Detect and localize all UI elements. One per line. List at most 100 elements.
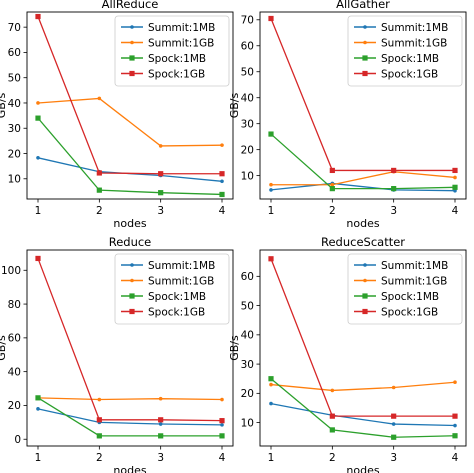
series-spock-1gb <box>35 255 225 424</box>
data-point <box>391 385 396 390</box>
x-axis-label: nodes <box>346 217 379 230</box>
data-point <box>391 186 397 192</box>
x-axis-label: nodes <box>113 217 146 230</box>
legend-box <box>114 253 230 325</box>
legend-swatch-marker <box>130 278 134 283</box>
series-summit-1gb <box>36 396 224 402</box>
data-point <box>268 256 274 262</box>
data-point <box>330 388 335 393</box>
legend-swatch-marker <box>363 263 367 267</box>
legend-swatch-marker <box>362 293 368 299</box>
legend-label: Spock:1MB <box>381 291 439 303</box>
legend-label: Spock:1MB <box>148 291 206 303</box>
series-spock-1mb <box>35 115 225 198</box>
data-point <box>269 382 273 387</box>
legend-swatch-marker <box>363 25 367 29</box>
legend-item: Summit:1GB <box>121 38 214 50</box>
data-point <box>453 423 457 428</box>
data-point <box>158 417 164 423</box>
y-tick-label: 10 <box>241 170 254 182</box>
data-point <box>329 413 335 419</box>
y-tick-label: 10 <box>8 174 21 186</box>
legend: Summit:1MB Summit:1GB Spock:1MB Spock:1GB <box>114 15 230 87</box>
data-point <box>452 184 458 190</box>
legend-swatch-marker <box>130 40 134 45</box>
y-tick-label: 50 <box>241 67 254 79</box>
legend-label: Summit:1MB <box>148 22 215 34</box>
data-point <box>268 376 274 382</box>
legend-box <box>347 15 463 87</box>
data-point <box>220 143 224 147</box>
chart-title: AllGather <box>336 0 390 11</box>
legend-swatch-marker <box>129 70 135 77</box>
data-point <box>220 423 224 427</box>
chart-title: Reduce <box>109 235 152 249</box>
x-tick-label: 1 <box>268 205 275 217</box>
y-tick-label: 0 <box>14 434 21 446</box>
x-tick-label: 3 <box>390 205 397 217</box>
legend-item: Spock:1GB <box>121 307 205 319</box>
x-tick-label: 1 <box>268 452 275 464</box>
data-point <box>35 13 41 20</box>
y-tick-label: 60 <box>241 41 254 53</box>
y-tick-label: 30 <box>241 118 254 130</box>
series-line <box>37 157 223 182</box>
x-tick-label: 4 <box>452 452 459 464</box>
y-tick-label: 30 <box>241 359 254 371</box>
series-line <box>37 97 223 147</box>
series-spock-1gb <box>35 13 225 177</box>
y-tick-label: 60 <box>8 47 21 59</box>
y-tick-label: 80 <box>8 299 21 311</box>
data-point <box>453 175 457 180</box>
legend-label: Spock:1GB <box>381 307 438 319</box>
data-point <box>268 15 274 22</box>
series-summit-1mb <box>269 401 457 428</box>
y-tick-label: 100 <box>1 265 21 277</box>
legend: Summit:1MB Summit:1GB Spock:1MB Spock:1GB <box>114 253 230 325</box>
series-summit-1mb <box>36 407 224 427</box>
data-point <box>452 413 458 419</box>
data-point <box>36 156 40 160</box>
series-summit-1mb <box>36 156 224 184</box>
legend-swatch-marker <box>363 40 367 45</box>
series-line <box>37 397 223 401</box>
plot-frame <box>259 11 467 200</box>
data-point <box>391 167 397 174</box>
y-axis-label: GB/s <box>228 335 241 361</box>
y-tick-label: 70 <box>241 15 254 27</box>
y-tick-label: 30 <box>8 123 21 135</box>
y-tick-label: 20 <box>8 400 21 412</box>
x-axis-label: nodes <box>346 464 379 473</box>
y-tick-label: 50 <box>241 300 254 312</box>
x-tick-label: 3 <box>390 452 397 464</box>
legend-label: Spock:1GB <box>148 307 205 319</box>
x-axis-label: nodes <box>113 464 146 473</box>
chart-panel-allgather: AllGather 10 20 30 40 50 60 70 1 2 3 4 nodes GB/s Summ… <box>228 0 467 230</box>
x-tick-label: 2 <box>329 205 336 217</box>
data-point <box>453 380 457 385</box>
legend-swatch-marker <box>362 308 368 315</box>
x-tick-label: 4 <box>219 452 226 464</box>
legend-swatch-marker <box>129 293 135 299</box>
legend-label: Summit:1GB <box>381 38 447 50</box>
data-point <box>97 397 102 402</box>
data-point <box>96 187 102 193</box>
y-tick-label: 40 <box>8 98 21 110</box>
data-point <box>158 144 163 148</box>
series-line <box>37 16 222 175</box>
x-tick-label: 3 <box>157 452 164 464</box>
y-tick-label: 50 <box>8 73 21 85</box>
y-axis-label: GB/s <box>0 92 8 118</box>
legend-item: Spock:1MB <box>354 53 439 65</box>
legend-label: Summit:1MB <box>148 260 215 272</box>
data-point <box>391 413 397 419</box>
data-point <box>36 101 40 105</box>
legend-label: Summit:1GB <box>148 276 214 288</box>
x-tick-label: 2 <box>96 452 103 464</box>
series-line <box>270 18 455 172</box>
chart-panel-reducescatter: ReduceScatter 10 20 30 40 50 60 1 2 3 4 nodes GB/s Su… <box>228 235 467 473</box>
data-point <box>329 167 335 174</box>
x-tick-label: 2 <box>96 205 103 217</box>
series-spock-1mb <box>268 131 458 192</box>
